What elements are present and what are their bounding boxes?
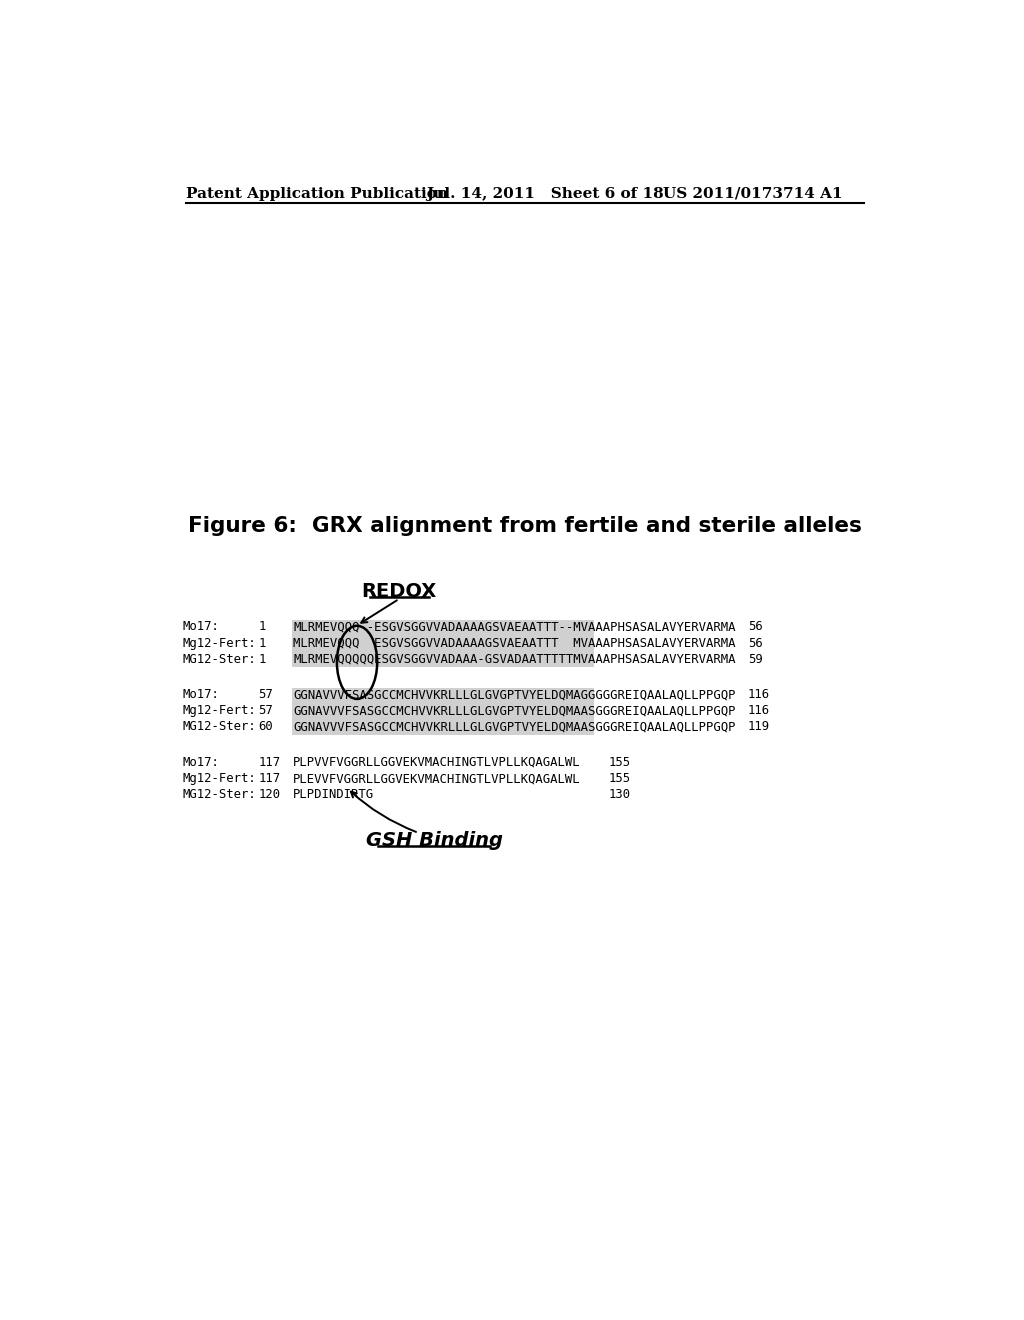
Text: 155: 155 xyxy=(608,772,631,785)
Text: MG12-Ster:: MG12-Ster: xyxy=(182,653,256,665)
Text: PLPDINDIRTG: PLPDINDIRTG xyxy=(293,788,374,801)
Text: Mo17:: Mo17: xyxy=(182,756,219,770)
Text: MG12-Ster:: MG12-Ster: xyxy=(182,721,256,734)
Text: MLRMEVQQQQQESGVSGGVVADAAA-GSVADAATTTTTMVAAAPHSASALAVYERVARMA: MLRMEVQQQQQESGVSGGVVADAAA-GSVADAATTTTTMV… xyxy=(293,653,735,665)
Text: MLRMEVQQQ  ESGVSGGVVADAAAAGSVAEAATTT  MVAAAPHSASALAVYERVARMA: MLRMEVQQQ ESGVSGGVVADAAAAGSVAEAATTT MVAA… xyxy=(293,636,735,649)
Text: 116: 116 xyxy=(748,688,770,701)
Text: 57: 57 xyxy=(258,688,273,701)
Text: Mo17:: Mo17: xyxy=(182,688,219,701)
Text: US 2011/0173714 A1: US 2011/0173714 A1 xyxy=(663,187,843,201)
Text: Mg12-Fert:: Mg12-Fert: xyxy=(182,705,256,717)
Text: 56: 56 xyxy=(748,620,763,634)
Text: Patent Application Publication: Patent Application Publication xyxy=(186,187,449,201)
Text: GGNAVVVFSASGCCMCHVVKRLLLGLGVGPTVYELDQMAASGGGREIQAALAQLLPPGQP: GGNAVVVFSASGCCMCHVVKRLLLGLGVGPTVYELDQMAA… xyxy=(293,721,735,734)
Text: MLRMEVQQQ--ESGVSGGVVADAAAAGSVAEAATTT--MVAAAPHSASALAVYERVARMA: MLRMEVQQQ--ESGVSGGVVADAAAAGSVAEAATTT--MV… xyxy=(293,620,735,634)
Text: 60: 60 xyxy=(258,721,273,734)
Text: 120: 120 xyxy=(258,788,281,801)
FancyBboxPatch shape xyxy=(292,688,594,735)
FancyBboxPatch shape xyxy=(292,620,594,668)
Text: 59: 59 xyxy=(748,653,763,665)
Text: PLEVVFVGGRLLGGVEKVMACHINGTLVPLLKQAGALWL: PLEVVFVGGRLLGGVEKVMACHINGTLVPLLKQAGALWL xyxy=(293,772,581,785)
Text: PLPVVFVGGRLLGGVEKVMACHINGTLVPLLKQAGALWL: PLPVVFVGGRLLGGVEKVMACHINGTLVPLLKQAGALWL xyxy=(293,756,581,770)
Text: 155: 155 xyxy=(608,756,631,770)
Text: MG12-Ster:: MG12-Ster: xyxy=(182,788,256,801)
Text: 1: 1 xyxy=(258,620,265,634)
Text: 1: 1 xyxy=(258,653,265,665)
Text: GGNAVVVFSASGCCMCHVVKRLLLGLGVGPTVYELDQMAASGGGREIQAALAQLLPPGQP: GGNAVVVFSASGCCMCHVVKRLLLGLGVGPTVYELDQMAA… xyxy=(293,705,735,717)
Text: Figure 6:  GRX alignment from fertile and sterile alleles: Figure 6: GRX alignment from fertile and… xyxy=(187,516,862,536)
Text: 56: 56 xyxy=(748,636,763,649)
Text: GSH Binding: GSH Binding xyxy=(366,832,503,850)
Text: Mg12-Fert:: Mg12-Fert: xyxy=(182,772,256,785)
Text: 130: 130 xyxy=(608,788,631,801)
Text: 1: 1 xyxy=(258,636,265,649)
Text: 117: 117 xyxy=(258,772,281,785)
Text: Jul. 14, 2011   Sheet 6 of 18: Jul. 14, 2011 Sheet 6 of 18 xyxy=(426,187,665,201)
Text: Mo17:: Mo17: xyxy=(182,620,219,634)
Text: 57: 57 xyxy=(258,705,273,717)
Text: GGNAVVVFSASGCCMCHVVKRLLLGLGVGPTVYELDQMAGGGGGREIQAALAQLLPPGQP: GGNAVVVFSASGCCMCHVVKRLLLGLGVGPTVYELDQMAG… xyxy=(293,688,735,701)
Text: Mg12-Fert:: Mg12-Fert: xyxy=(182,636,256,649)
Text: 119: 119 xyxy=(748,721,770,734)
Text: REDOX: REDOX xyxy=(361,582,437,601)
Text: 116: 116 xyxy=(748,705,770,717)
Text: 117: 117 xyxy=(258,756,281,770)
